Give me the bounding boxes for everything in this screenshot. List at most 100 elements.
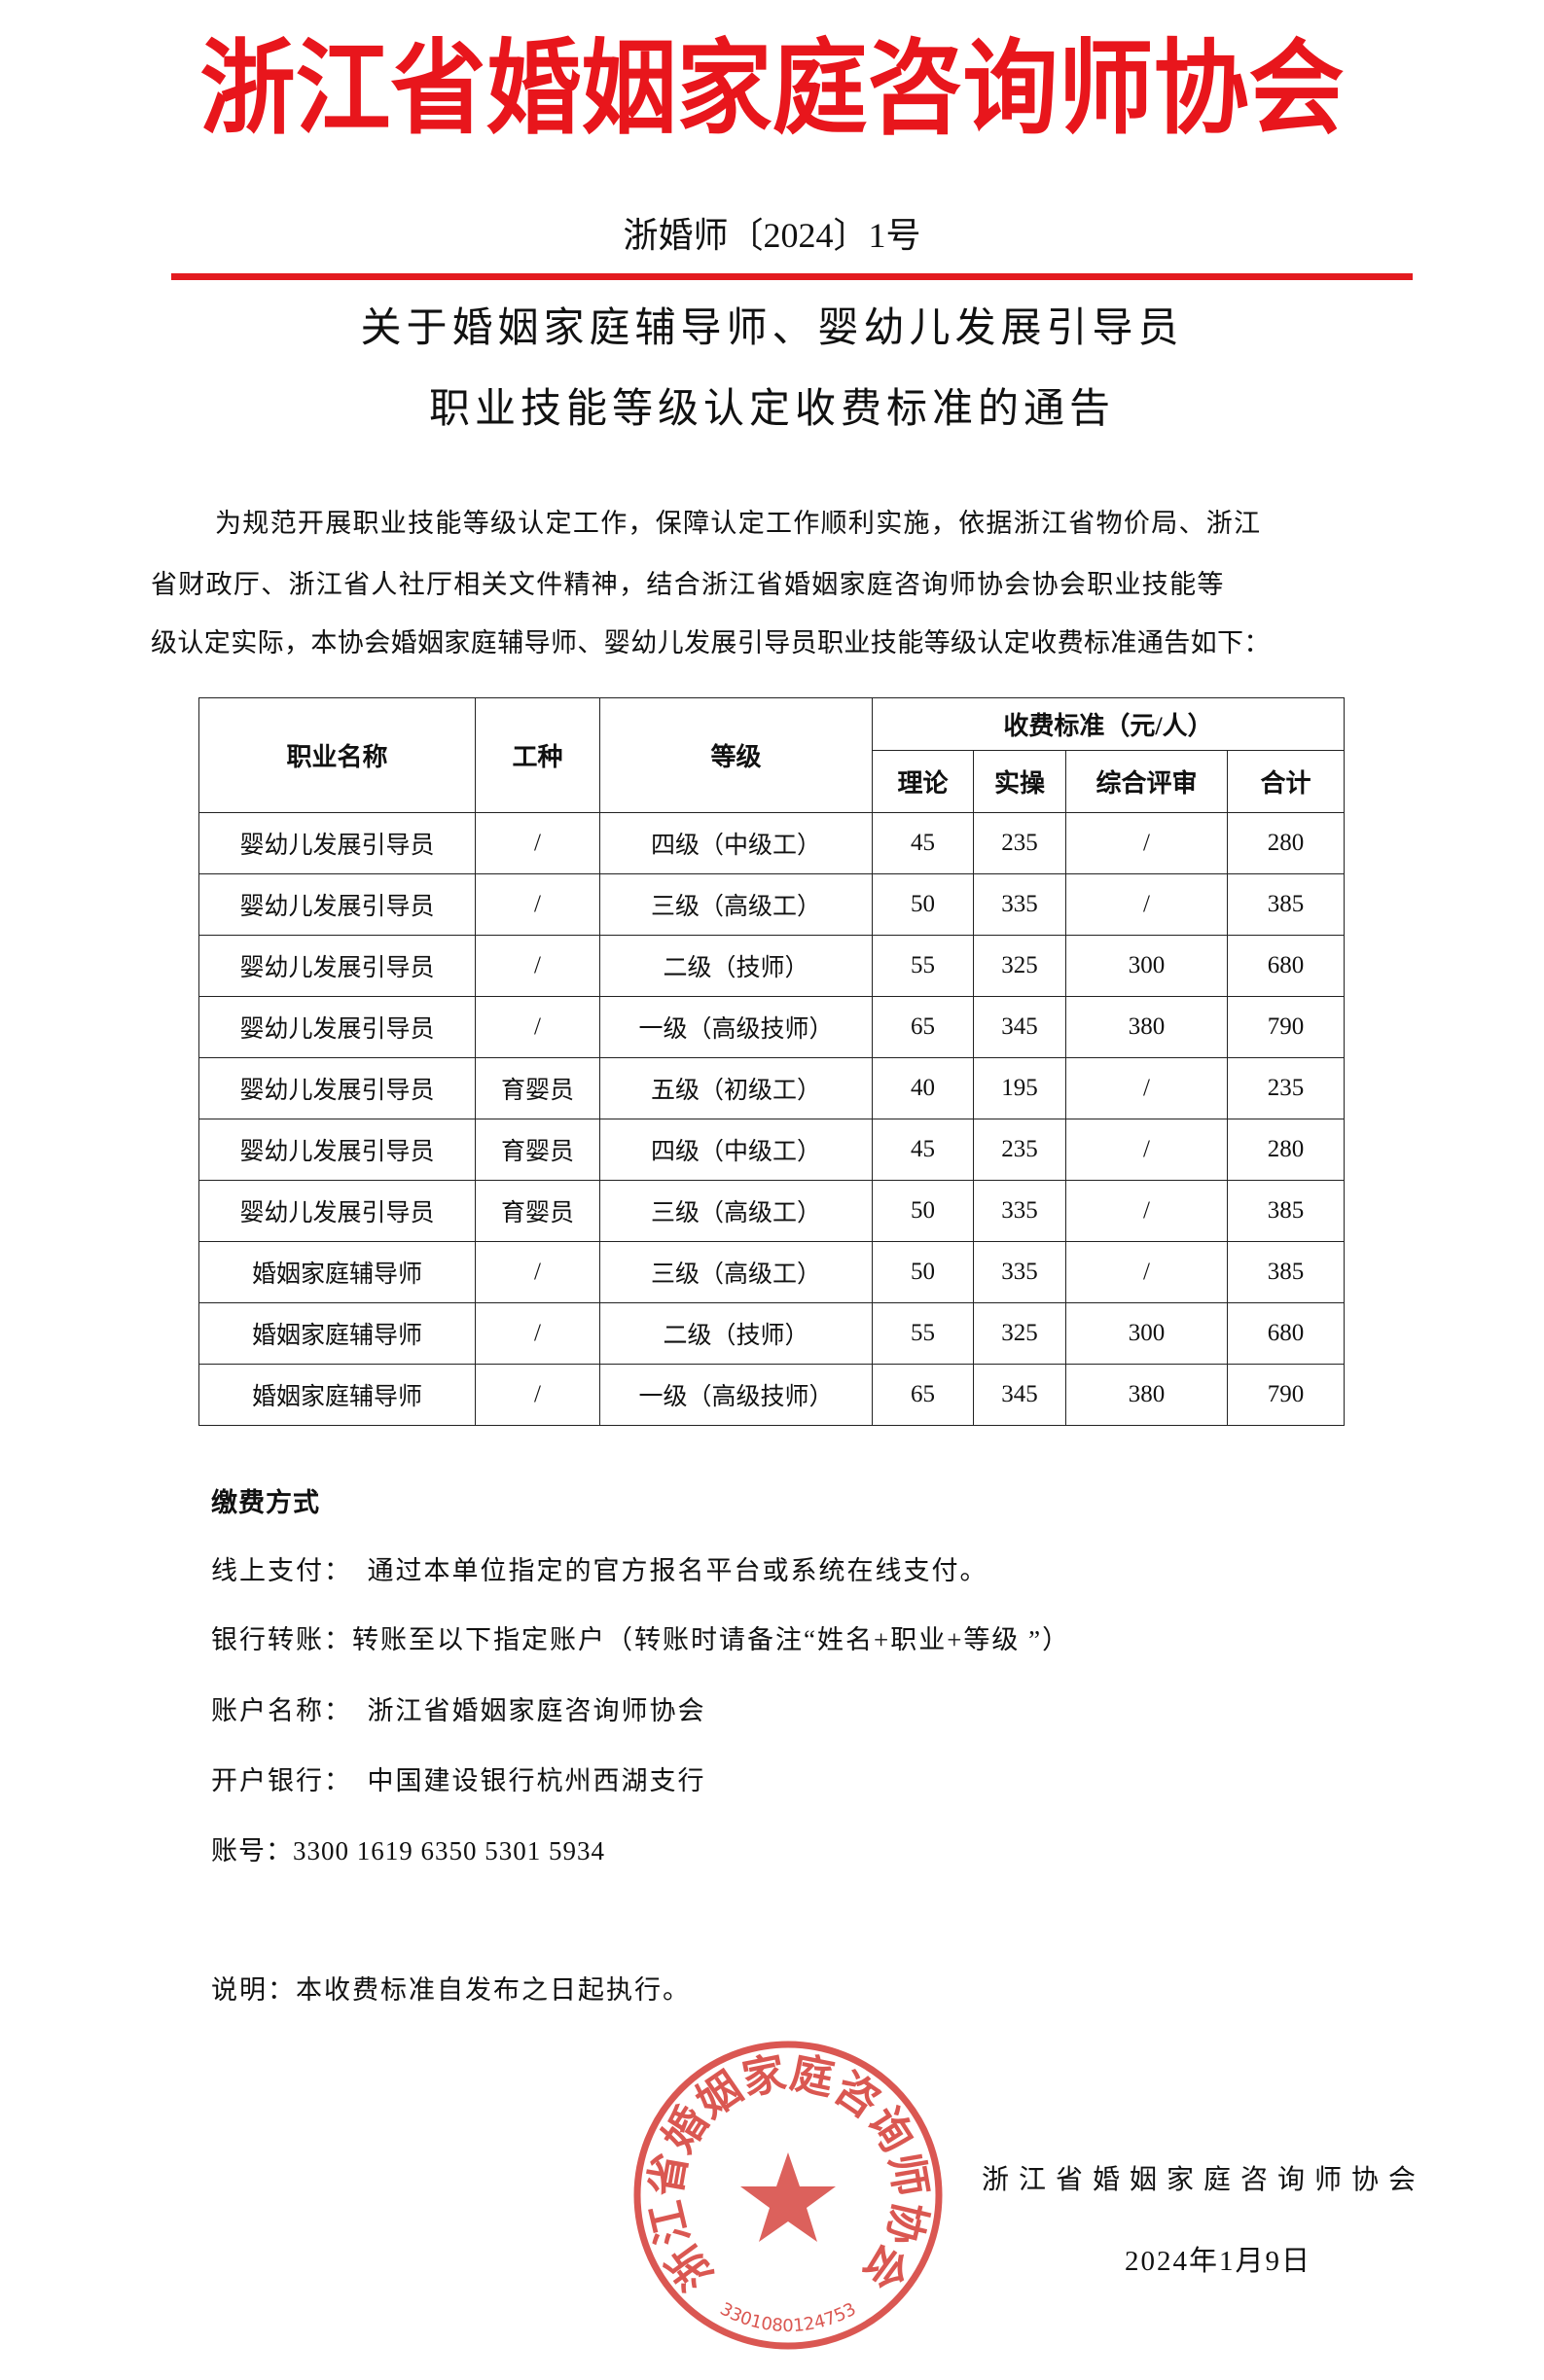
cell-practice: 345: [973, 1364, 1066, 1426]
header-total: 合计: [1227, 750, 1345, 813]
cell-level: 五级（初级工）: [599, 1057, 873, 1119]
org-title: 浙江省婚姻家庭咨询师协会: [199, 30, 1345, 147]
header-level: 等级: [599, 697, 873, 813]
cell-review: /: [1065, 1119, 1228, 1181]
cell-type: /: [475, 996, 600, 1058]
cell-type: /: [475, 935, 600, 997]
cell-review: 300: [1065, 935, 1228, 997]
cell-total: 385: [1227, 1180, 1345, 1242]
cell-review: /: [1065, 1057, 1228, 1119]
seal-star-icon: [740, 2152, 836, 2242]
cell-theory: 50: [872, 1241, 974, 1303]
header-type: 工种: [475, 697, 600, 813]
table-row: 婴幼儿发展引导员 育婴员 三级（高级工） 50 335/385: [198, 1180, 1345, 1242]
document-number: 浙婚师〔2024〕1号: [623, 216, 921, 255]
cell-practice: 345: [973, 996, 1066, 1058]
cell-total: 385: [1227, 1241, 1345, 1303]
cell-practice: 235: [973, 812, 1066, 874]
cell-occupation: 婴幼儿发展引导员: [198, 1057, 476, 1119]
intro-line1: 为规范开展职业技能等级认定工作，保障认定工作顺利实施，依据浙江省物价局、浙江: [215, 509, 1262, 538]
account-number: 账号：3300 1619 6350 5301 5934: [211, 1836, 605, 1865]
cell-review: /: [1065, 1180, 1228, 1242]
cell-total: 235: [1227, 1057, 1345, 1119]
fee-table: 职业名称 工种 等级 收费标准（元/人） 理论 实操 综合评审 合计 婴幼儿发展…: [198, 697, 1345, 1426]
red-divider: [171, 273, 1413, 280]
signature-date: 2024年1月9日: [1125, 2246, 1312, 2277]
cell-total: 680: [1227, 1302, 1345, 1365]
table-row: 婴幼儿发展引导员 / 三级（高级工） 50 335/385: [198, 873, 1345, 936]
cell-practice: 235: [973, 1119, 1066, 1181]
cell-review: 380: [1065, 996, 1228, 1058]
cell-type: /: [475, 873, 600, 936]
table-row: 婴幼儿发展引导员 / 四级（中级工） 45 235/280: [198, 812, 1345, 874]
header-practice: 实操: [973, 750, 1066, 813]
cell-type: /: [475, 1241, 600, 1303]
cell-practice: 195: [973, 1057, 1066, 1119]
cell-occupation: 婴幼儿发展引导员: [198, 935, 476, 997]
cell-theory: 40: [872, 1057, 974, 1119]
cell-review: /: [1065, 1241, 1228, 1303]
cell-level: 三级（高级工）: [599, 1241, 873, 1303]
cell-occupation: 婴幼儿发展引导员: [198, 873, 476, 936]
cell-occupation: 婚姻家庭辅导师: [198, 1302, 476, 1365]
cell-type: /: [475, 1302, 600, 1365]
intro-line3: 级认定实际，本协会婚姻家庭辅导师、婴幼儿发展引导员职业技能等级认定收费标准通告如…: [151, 628, 1271, 657]
cell-occupation: 婚姻家庭辅导师: [198, 1241, 476, 1303]
header-review: 综合评审: [1065, 750, 1228, 813]
cell-occupation: 婴幼儿发展引导员: [198, 996, 476, 1058]
cell-practice: 335: [973, 1180, 1066, 1242]
cell-theory: 55: [872, 1302, 974, 1365]
cell-level: 四级（中级工）: [599, 812, 873, 874]
cell-occupation: 婚姻家庭辅导师: [198, 1364, 476, 1426]
cell-level: 二级（技师）: [599, 1302, 873, 1365]
cell-occupation: 婴幼儿发展引导员: [198, 1119, 476, 1181]
cell-review: 300: [1065, 1302, 1228, 1365]
signature-org: 浙江省婚姻家庭咨询师协会: [982, 2165, 1426, 2195]
cell-occupation: 婴幼儿发展引导员: [198, 1180, 476, 1242]
cell-level: 三级（高级工）: [599, 873, 873, 936]
cell-practice: 325: [973, 1302, 1066, 1365]
cell-review: 380: [1065, 1364, 1228, 1426]
cell-type: 育婴员: [475, 1119, 600, 1181]
cell-type: /: [475, 1364, 600, 1426]
cell-level: 三级（高级工）: [599, 1180, 873, 1242]
header-occupation: 职业名称: [198, 697, 476, 813]
cell-review: /: [1065, 873, 1228, 936]
cell-type: 育婴员: [475, 1057, 600, 1119]
table-row: 婚姻家庭辅导师 / 一级（高级技师） 65 345 380 790: [198, 1364, 1345, 1426]
cell-type: /: [475, 812, 600, 874]
cell-review: /: [1065, 812, 1228, 874]
cell-total: 385: [1227, 873, 1345, 936]
table-row: 婴幼儿发展引导员 / 二级（技师） 55 325 300 680: [198, 935, 1345, 997]
cell-practice: 335: [973, 873, 1066, 936]
table-row: 婴幼儿发展引导员 育婴员 四级（中级工） 45 235/280: [198, 1119, 1345, 1181]
payment-bank-transfer: 银行转账：转账至以下指定账户（转账时请备注“姓名+职业+等级 ”）: [211, 1625, 1071, 1654]
official-seal: 浙江省婚姻家庭咨询师协会 3301080124753: [633, 2041, 943, 2350]
cell-occupation: 婴幼儿发展引导员: [198, 812, 476, 874]
cell-level: 四级（中级工）: [599, 1119, 873, 1181]
cell-total: 280: [1227, 1119, 1345, 1181]
cell-type: 育婴员: [475, 1180, 600, 1242]
notice-title-line2: 职业技能等级认定收费标准的通告: [428, 387, 1115, 432]
cell-level: 二级（技师）: [599, 935, 873, 997]
cell-practice: 335: [973, 1241, 1066, 1303]
table-row: 婚姻家庭辅导师 / 二级（技师） 55 325 300 680: [198, 1302, 1345, 1365]
cell-theory: 55: [872, 935, 974, 997]
seal-ring: [633, 2041, 943, 2350]
cell-total: 790: [1227, 996, 1345, 1058]
table-row: 婴幼儿发展引导员 / 一级（高级技师） 65 345 380 790: [198, 996, 1345, 1058]
header-theory: 理论: [872, 750, 974, 813]
payment-heading: 缴费方式: [211, 1488, 320, 1517]
cell-theory: 45: [872, 1119, 974, 1181]
cell-theory: 50: [872, 1180, 974, 1242]
cell-theory: 65: [872, 1364, 974, 1426]
cell-theory: 65: [872, 996, 974, 1058]
table-row: 婚姻家庭辅导师 / 三级（高级工） 50 335/385: [198, 1241, 1345, 1303]
payment-online: 线上支付： 通过本单位指定的官方报名平台或系统在线支付。: [211, 1556, 988, 1585]
seal-code: 3301080124753: [717, 2299, 860, 2336]
cell-practice: 325: [973, 935, 1066, 997]
notice-title-line1: 关于婚姻家庭辅导师、婴幼儿发展引导员: [360, 306, 1184, 351]
table-row: 婴幼儿发展引导员 育婴员 五级（初级工） 40 195/235: [198, 1057, 1345, 1119]
bank-name: 开户银行： 中国建设银行杭州西湖支行: [211, 1766, 706, 1795]
cell-level: 一级（高级技师）: [599, 1364, 873, 1426]
